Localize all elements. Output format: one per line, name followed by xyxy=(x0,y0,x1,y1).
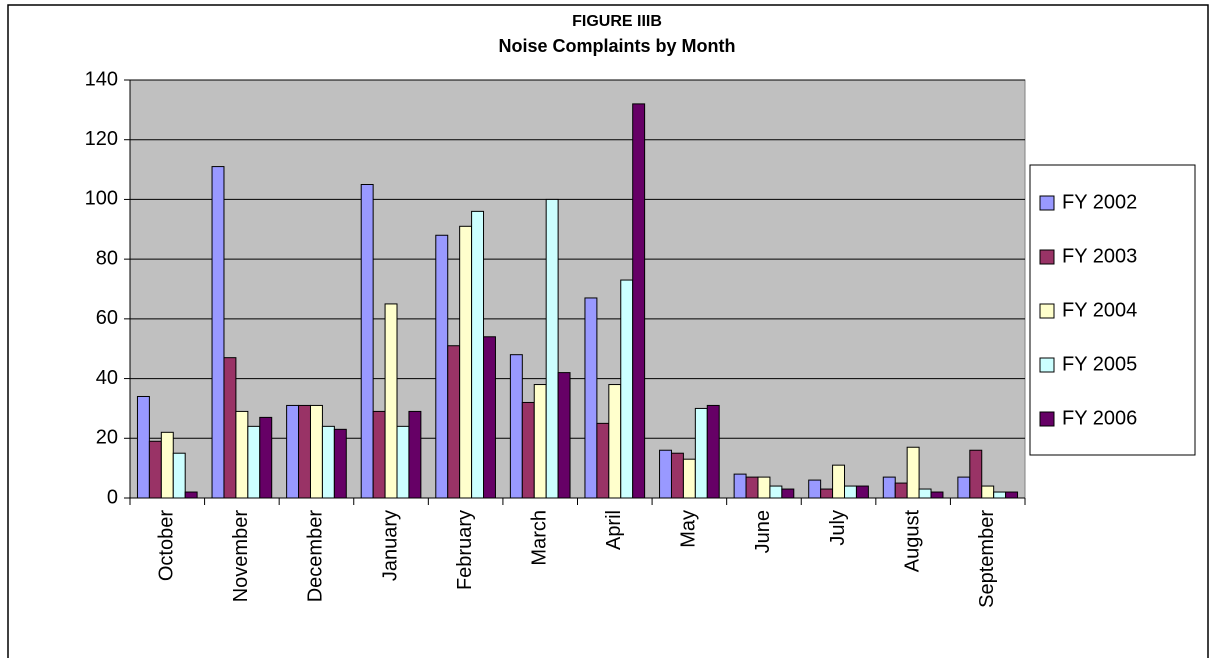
chart-title: FIGURE IIIB xyxy=(572,13,662,30)
bar xyxy=(918,488,932,499)
bar xyxy=(459,225,473,499)
bar xyxy=(981,485,995,499)
bar xyxy=(659,449,672,499)
bar xyxy=(781,488,795,499)
y-tick-label: 140 xyxy=(85,68,118,90)
bar xyxy=(882,476,896,499)
bar xyxy=(557,372,571,499)
y-tick-label: 60 xyxy=(96,307,118,329)
bar xyxy=(694,407,708,499)
plot-area xyxy=(129,79,1026,499)
bar xyxy=(211,166,225,499)
x-tick-label: May xyxy=(678,510,700,548)
bar xyxy=(670,452,684,499)
bar xyxy=(957,476,971,499)
bar xyxy=(298,404,311,499)
bar xyxy=(993,491,1007,499)
bar xyxy=(435,234,449,499)
x-tick-label: March xyxy=(528,510,550,566)
legend-swatch xyxy=(1039,357,1055,373)
bar xyxy=(235,410,249,499)
bar xyxy=(509,354,523,499)
x-tick-label: June xyxy=(752,510,774,553)
x-tick-label: January xyxy=(379,510,401,581)
legend-label: FY 2002 xyxy=(1062,191,1137,213)
bar xyxy=(471,210,485,499)
bar xyxy=(372,410,386,499)
bar xyxy=(620,279,634,499)
y-tick-label: 0 xyxy=(107,486,118,508)
y-tick-label: 120 xyxy=(85,128,118,150)
bar xyxy=(632,103,646,499)
bar xyxy=(408,410,422,499)
bar xyxy=(733,473,747,499)
y-tick-label: 80 xyxy=(96,247,118,269)
chart-subtitle: Noise Complaints by Month xyxy=(498,36,735,56)
x-tick-label: October xyxy=(156,510,178,581)
bar xyxy=(545,198,559,499)
bar xyxy=(682,458,696,499)
bar xyxy=(483,336,496,499)
bar xyxy=(521,401,535,499)
bar xyxy=(757,476,771,499)
bar xyxy=(447,345,461,499)
bar xyxy=(533,384,547,499)
legend-swatch xyxy=(1039,411,1055,427)
y-tick-label: 20 xyxy=(96,427,118,449)
bar xyxy=(820,488,834,499)
bar xyxy=(148,440,162,499)
legend-label: FY 2003 xyxy=(1062,245,1137,267)
bar xyxy=(172,452,186,499)
legend-swatch xyxy=(1039,249,1055,265)
legend-swatch xyxy=(1039,303,1055,319)
bar xyxy=(596,422,610,499)
bar xyxy=(321,425,335,499)
bar xyxy=(844,485,857,499)
bar xyxy=(706,404,720,499)
y-tick-label: 40 xyxy=(96,367,118,389)
bar xyxy=(286,404,300,499)
bar xyxy=(1005,491,1019,499)
bar xyxy=(745,476,759,499)
bar xyxy=(247,425,261,499)
legend-box xyxy=(1029,164,1196,456)
legend-label: FY 2006 xyxy=(1062,407,1137,429)
x-tick-label: July xyxy=(827,510,849,546)
bar xyxy=(930,491,944,499)
bar xyxy=(584,297,598,499)
bar xyxy=(223,357,237,499)
bar xyxy=(608,384,622,499)
x-tick-label: December xyxy=(305,510,327,603)
bar xyxy=(396,425,410,499)
legend-label: FY 2005 xyxy=(1062,353,1137,375)
bar xyxy=(808,479,822,499)
x-tick-label: August xyxy=(901,510,923,573)
bar xyxy=(832,464,846,499)
bar xyxy=(136,395,150,499)
bar xyxy=(259,416,273,499)
bar xyxy=(384,303,398,499)
bar xyxy=(855,485,869,499)
bar xyxy=(160,431,174,499)
legend-label: FY 2004 xyxy=(1062,299,1137,321)
bar xyxy=(769,485,783,499)
bar xyxy=(969,449,983,499)
x-tick-label: February xyxy=(454,510,476,590)
bar xyxy=(894,482,908,499)
x-tick-label: November xyxy=(230,510,252,603)
bar xyxy=(360,184,374,499)
x-tick-label: April xyxy=(603,510,625,550)
x-tick-label: September xyxy=(976,510,998,608)
y-tick-label: 100 xyxy=(85,188,118,210)
bar xyxy=(184,491,198,499)
legend-swatch xyxy=(1039,195,1055,211)
bar xyxy=(309,404,323,499)
bar xyxy=(333,428,347,499)
bar xyxy=(906,446,920,499)
